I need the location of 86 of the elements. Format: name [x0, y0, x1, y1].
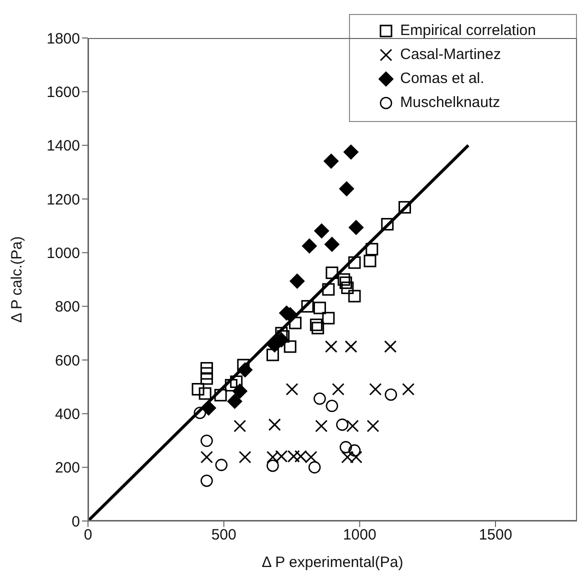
point	[200, 362, 213, 375]
point	[341, 282, 354, 294]
point	[332, 383, 344, 396]
y-tick-label: 1200	[46, 191, 80, 208]
point	[313, 302, 326, 314]
y-tick-label: 600	[54, 352, 80, 370]
point	[302, 238, 317, 254]
point	[369, 383, 382, 396]
point	[192, 383, 204, 396]
point	[340, 441, 352, 454]
point	[200, 450, 213, 464]
point	[315, 420, 328, 432]
point	[198, 387, 212, 400]
point	[301, 300, 314, 313]
point	[343, 144, 358, 160]
legend-label: Comas et al.	[400, 69, 484, 89]
x-tick-label: 0	[84, 526, 92, 544]
point	[322, 312, 335, 324]
point	[201, 400, 216, 416]
point	[266, 348, 279, 362]
point	[284, 340, 296, 353]
point	[398, 201, 412, 214]
legend-label: Casal-Martinez	[400, 45, 501, 65]
y-tick-label: 1000	[46, 244, 80, 262]
y-tick-label: 400	[54, 406, 80, 423]
point	[290, 274, 305, 289]
point	[266, 460, 279, 472]
point	[348, 256, 361, 269]
x-tick-label: 1000	[342, 526, 376, 544]
y-tick-label: 1600	[46, 84, 80, 101]
point	[336, 418, 348, 431]
point	[214, 388, 227, 402]
point	[324, 340, 338, 353]
point	[402, 383, 415, 396]
point	[238, 450, 252, 464]
point	[340, 276, 352, 289]
point	[314, 223, 330, 238]
point	[310, 318, 322, 332]
y-tick-label: 0	[72, 513, 80, 530]
point	[381, 218, 394, 230]
point	[324, 154, 339, 169]
point	[200, 367, 213, 380]
point	[348, 220, 364, 235]
point	[289, 316, 302, 330]
point	[234, 420, 246, 432]
point	[339, 181, 354, 196]
point	[200, 372, 213, 385]
y-axis-title: Δ P calc.(Pa)	[8, 236, 26, 323]
y-tick-label: 800	[54, 298, 80, 316]
legend-label: Empirical correlation	[400, 21, 536, 41]
y-tick-label: 200	[54, 460, 80, 477]
point	[364, 254, 376, 268]
point	[237, 358, 250, 372]
legend-label: Muschelknautz	[400, 93, 500, 113]
point	[348, 290, 361, 302]
point	[200, 474, 213, 487]
point	[308, 461, 321, 474]
x-tick-label: 1500	[478, 526, 512, 544]
point	[275, 326, 288, 340]
point	[384, 388, 398, 401]
point	[366, 242, 378, 256]
point	[314, 392, 326, 405]
point	[200, 434, 213, 447]
point	[312, 322, 324, 334]
point	[338, 273, 350, 286]
x-axis-title: Δ P experimental(Pa)	[262, 554, 404, 571]
point	[224, 378, 238, 392]
point	[322, 283, 335, 296]
point	[326, 400, 338, 412]
point	[344, 340, 358, 353]
x-tick-label: 500	[211, 526, 236, 544]
point	[366, 420, 380, 432]
point	[268, 418, 281, 431]
point	[230, 375, 243, 388]
point	[324, 236, 340, 252]
point	[348, 444, 361, 457]
point	[215, 458, 228, 472]
point	[346, 420, 359, 432]
point	[238, 362, 253, 378]
point	[384, 340, 397, 353]
point	[286, 383, 298, 396]
y-tick-label: 1400	[46, 138, 80, 155]
y-tick-label: 1800	[46, 30, 80, 48]
point	[232, 384, 248, 399]
point	[227, 394, 242, 409]
point	[326, 266, 338, 280]
